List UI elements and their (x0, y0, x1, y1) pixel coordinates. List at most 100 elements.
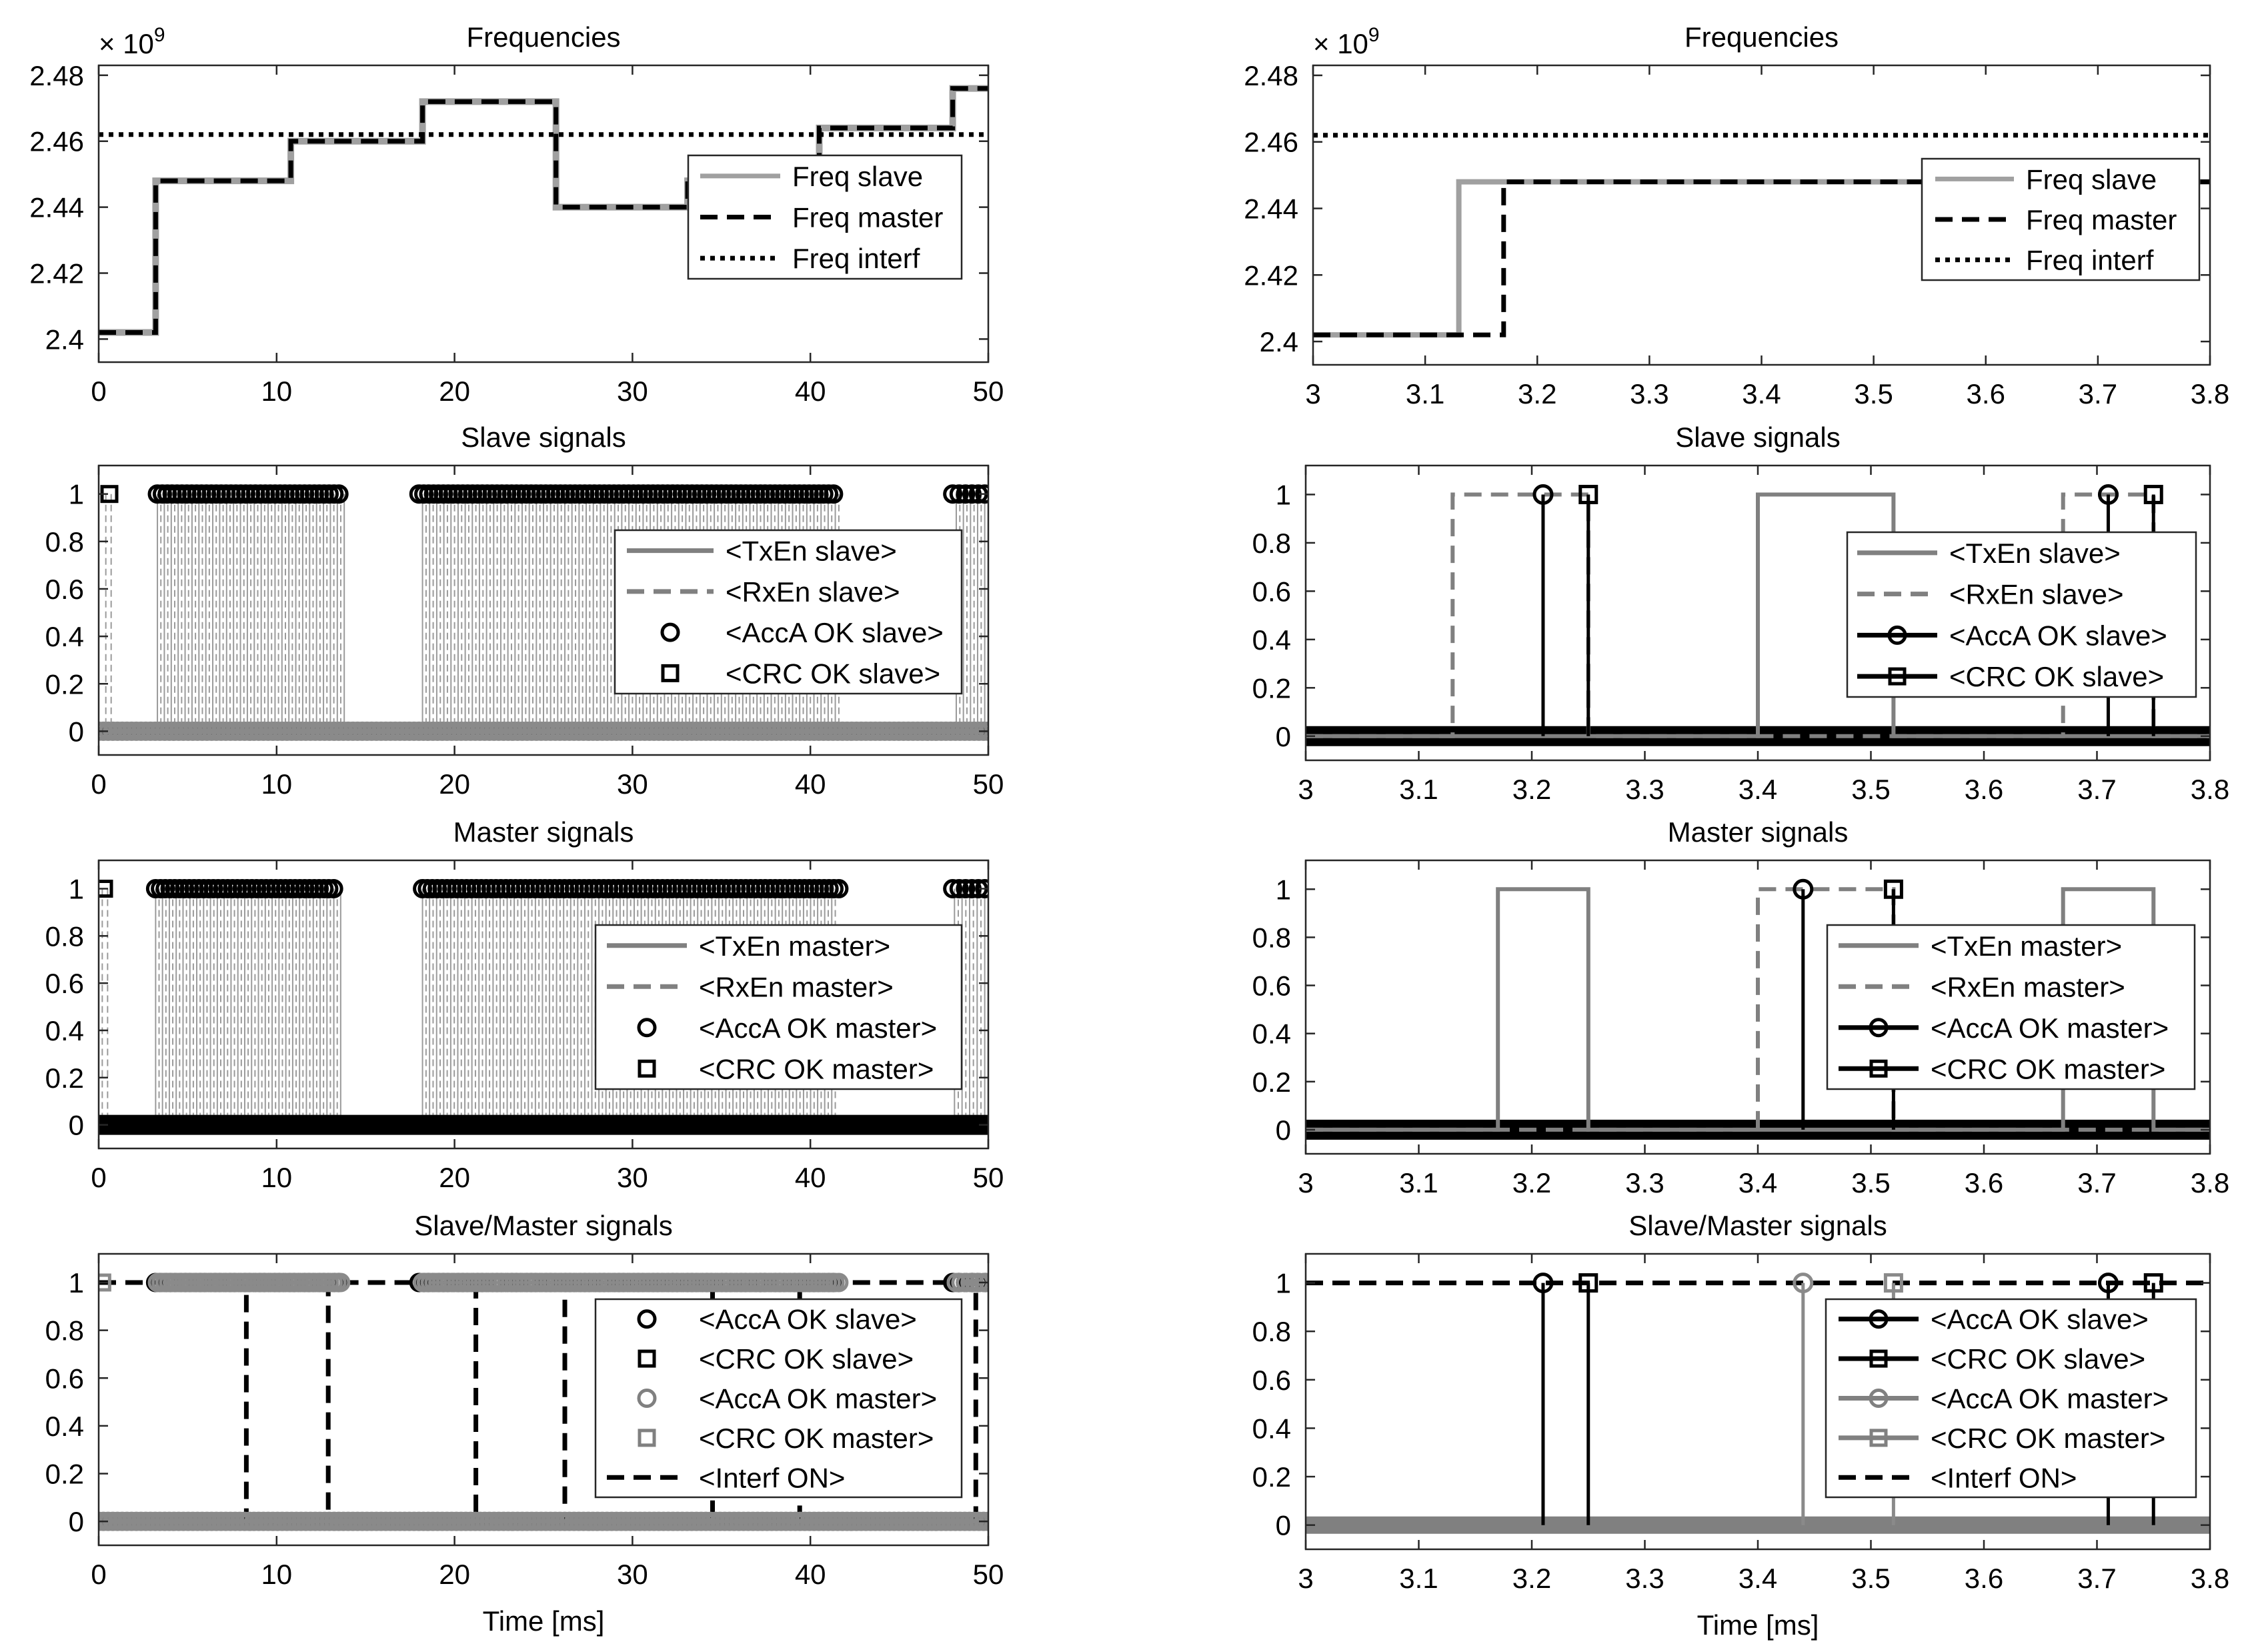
y-tick-label: 2.46 (29, 126, 84, 157)
x-tick-label: 30 (617, 1162, 648, 1193)
y-tick-label: 0.8 (45, 526, 84, 558)
legend-label: <AccA OK slave> (1949, 620, 2167, 651)
legend-label: <RxEn slave> (726, 576, 900, 608)
x-tick-label: 3.8 (2191, 1167, 2229, 1198)
chart-title: Slave/Master signals (1628, 1210, 1887, 1241)
y-tick-label: 0.2 (45, 1459, 84, 1490)
x-tick-label: 3.6 (1965, 774, 2003, 805)
y-tick-label: 2.44 (29, 192, 84, 223)
y-tick-label: 1 (69, 479, 84, 510)
x-tick-label: 3.6 (1965, 1167, 2003, 1198)
axes-frame (97, 64, 990, 363)
x-tick-label: 3.2 (1512, 774, 1551, 805)
y-tick-label: 0.8 (45, 920, 84, 952)
y-tick-label: 0.6 (1252, 576, 1291, 607)
data-point-square (1888, 667, 1907, 686)
y-tick-label: 0.2 (45, 1062, 84, 1094)
legend-label: <AccA OK master> (699, 1383, 937, 1415)
x-tick-label: 10 (261, 1559, 292, 1590)
chart-title: Slave signals (1675, 422, 1840, 453)
y-tick-label: 2.42 (29, 258, 84, 289)
legend-label: Freq master (792, 202, 943, 233)
legend-label: Freq slave (2026, 163, 2157, 195)
x-tick-label: 3.2 (1518, 378, 1556, 409)
legend-label: <Interf ON> (699, 1462, 845, 1493)
x-axis-label: Time [ms] (1697, 1609, 1819, 1641)
data-point-circle (1869, 1309, 1889, 1329)
y-tick-label: 0.6 (45, 968, 84, 999)
data-point-square (638, 1429, 656, 1447)
y-tick-label: 1 (69, 1267, 84, 1299)
plot-area (99, 85, 988, 336)
data-point-circle (1869, 1018, 1889, 1038)
legend-label: <TxEn master> (1931, 930, 2122, 962)
legend-label: <CRC OK slave> (1931, 1343, 2145, 1375)
chart-title: Frequencies (1684, 21, 1839, 53)
legend-label: Freq master (2026, 204, 2177, 235)
y-tick-label: 0.2 (1252, 672, 1291, 704)
data-point-square (1883, 1273, 1903, 1293)
legend-label: <AccA OK slave> (1931, 1304, 2149, 1335)
y-tick-label: 0.4 (1252, 624, 1291, 656)
data-point-circle (331, 1273, 351, 1293)
y-tick-label: 0 (69, 1506, 84, 1537)
x-tick-label: 3.2 (1512, 1563, 1551, 1594)
y-tick-label: 0.2 (1252, 1066, 1291, 1098)
y-tick-label: 2.44 (1244, 193, 1298, 225)
data-point-circle (949, 878, 969, 898)
x-tick-label: 3.4 (1739, 774, 1777, 805)
x-axis-label: Time [ms] (483, 1605, 605, 1637)
data-point-circle (1532, 484, 1554, 505)
data-point-square (638, 1349, 656, 1368)
x-tick-label: 40 (795, 375, 826, 407)
chart-title: Master signals (1668, 816, 1849, 848)
legend: <AccA OK slave> <CRC OK slave> <AccA OK ma… (594, 1298, 963, 1499)
data-point-square (1578, 484, 1598, 504)
chart-panel-r2: 3 3.1 3.2 3.3 3.4 3.5 3.6 3.7 3.8 0 0.2 0.4 0.6 0.8 1 S… (1252, 422, 2230, 805)
data-point-square (1869, 1429, 1888, 1447)
data-point-circle (1793, 1273, 1814, 1294)
y-axis-multiplier: × 109 (99, 24, 165, 59)
y-tick-label: 0.4 (1252, 1018, 1291, 1050)
x-tick-label: 3.5 (1851, 774, 1890, 805)
chart-panel-r3: 3 3.1 3.2 3.3 3.4 3.5 3.6 3.7 3.8 0 0.2 0.4 0.6 0.8 1 M… (1252, 816, 2230, 1198)
x-tick-label: 3.3 (1625, 774, 1664, 805)
y-tick-label: 0 (1276, 721, 1291, 752)
axes-frame (97, 1253, 990, 1547)
data-point-circle (637, 1389, 657, 1408)
legend-label: <TxEn master> (699, 930, 890, 962)
x-tick-label: 3.5 (1854, 378, 1893, 409)
x-tick-label: 3 (1305, 378, 1320, 409)
x-tick-label: 0 (91, 1559, 106, 1590)
data-point-circle (824, 484, 844, 504)
y-tick-label: 2.46 (1244, 127, 1298, 158)
data-point-circle (949, 484, 969, 504)
x-tick-label: 3.3 (1630, 378, 1668, 409)
x-tick-label: 3.5 (1851, 1167, 1890, 1198)
x-tick-label: 3.8 (2191, 1563, 2229, 1594)
legend-box (1826, 924, 2196, 1090)
legend-label: <TxEn slave> (726, 536, 897, 567)
x-tick-label: 3.1 (1399, 1167, 1438, 1198)
legend-label: <CRC OK master> (699, 1053, 934, 1084)
y-tick-label: 2.42 (1244, 259, 1298, 291)
chart-panel-r4: 3 3.1 3.2 3.3 3.4 3.5 3.6 3.7 3.8 0 0.2 0.4 0.6 0.8 1 S… (1252, 1210, 2230, 1641)
legend-label: <CRC OK slave> (726, 658, 940, 689)
data-point-circle (829, 1273, 849, 1293)
data-point-square (1578, 1273, 1598, 1293)
x-tick-label: 40 (795, 768, 826, 800)
legend: <AccA OK slave> <CRC OK slave> <AccA OK ma… (1825, 1298, 2197, 1499)
chart-title: Frequencies (466, 21, 620, 53)
chart-panel-l3: 0 10 20 30 40 50 0 0.2 0.4 0.6 0.8 1 Master signals <… (45, 816, 1004, 1193)
data-point-square (2143, 1273, 2163, 1293)
plot-area (1313, 133, 2210, 338)
x-tick-label: 3.8 (2191, 774, 2229, 805)
data-point-circle (637, 1018, 657, 1038)
y-tick-label: 0 (1276, 1114, 1291, 1146)
x-tick-label: 10 (261, 375, 292, 407)
x-tick-label: 40 (795, 1559, 826, 1590)
legend-label: <TxEn slave> (1949, 538, 2121, 569)
axes-frame (97, 859, 990, 1150)
data-point-circle (1532, 1273, 1554, 1294)
data-point-circle (329, 484, 349, 504)
